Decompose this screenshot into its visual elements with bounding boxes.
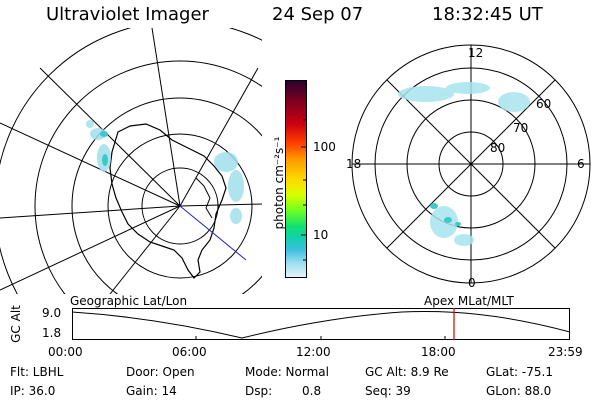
geographic-map-label: Geographic Lat/Lon: [70, 294, 188, 308]
dsp-label: Dsp:: [245, 384, 273, 398]
timeline-xtick-1800: 18:00: [421, 345, 456, 359]
mlt-label-0: 0: [468, 276, 476, 290]
mlat-label-60: 60: [536, 97, 552, 111]
filter-info: Flt: LBHL: [10, 365, 64, 379]
geographic-map: [0, 28, 262, 294]
colorbar-tick-100: 100: [313, 140, 336, 154]
timeline-xtick-0000: 00:00: [48, 345, 83, 359]
mlt-label-18: 18: [346, 157, 362, 171]
geographic-longitude-info: GLon: 88.0: [486, 384, 552, 398]
timeline-xtick-2359: 23:59: [548, 345, 583, 359]
timeline-ytick-top: 9.0: [42, 306, 62, 320]
timeline-ylabel: GC Alt: [9, 305, 23, 343]
mlt-label-12: 12: [468, 46, 484, 60]
door-info: Door: Open: [126, 365, 195, 379]
colorbar-unit-label: photon cm⁻²s⁻¹: [272, 136, 286, 230]
geographic-latitude-info: GLat: -75.1: [486, 365, 553, 379]
colorbar-tick-10: 10: [313, 228, 329, 242]
sequence-info: Seq: 39: [365, 384, 411, 398]
altitude-timeline-plot: [72, 308, 570, 340]
polar-map-label: Apex MLat/MLT: [424, 294, 514, 308]
gain-info: Gain: 14: [126, 384, 177, 398]
timeline-xtick-0600: 06:00: [172, 345, 207, 359]
gc-altitude-info: GC Alt: 8.9 Re: [365, 365, 449, 379]
mlat-label-80: 80: [490, 141, 506, 155]
mode-info: Mode: Normal: [245, 365, 329, 379]
mlat-label-70: 70: [513, 121, 529, 135]
observation-date: 24 Sep 07: [272, 4, 364, 25]
observation-time: 18:32:45 UT: [432, 4, 543, 25]
polar-mlt-map: [351, 44, 591, 284]
mlt-label-6: 6: [577, 157, 585, 171]
colorbar-scale: [285, 80, 307, 278]
timeline-xtick-1200: 12:00: [296, 345, 331, 359]
dsp-value: 0.8: [302, 384, 322, 398]
instrument-title: Ultraviolet Imager: [46, 4, 209, 25]
ip-info: IP: 36.0: [10, 384, 56, 398]
timeline-ytick-bottom: 1.8: [42, 326, 62, 340]
